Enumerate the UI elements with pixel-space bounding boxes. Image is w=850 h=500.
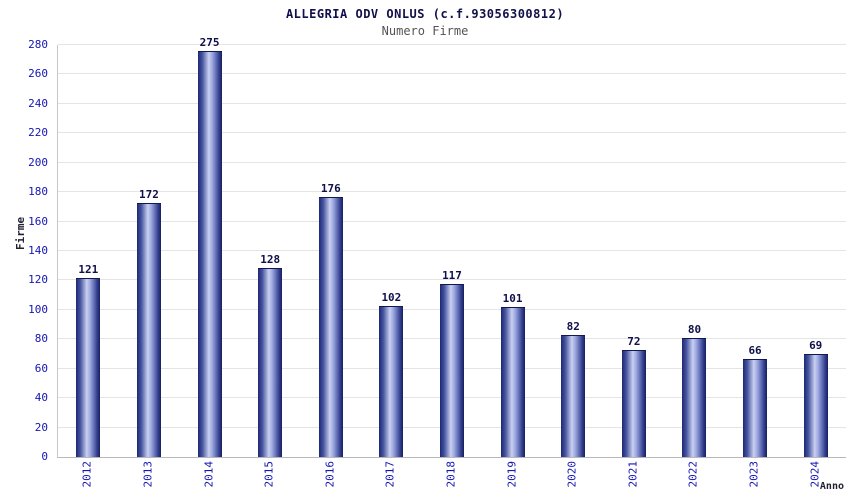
x-axis-label: Anno	[819, 481, 844, 492]
gridline	[58, 161, 846, 163]
y-axis-tick-label: 260	[28, 67, 48, 81]
bar	[318, 197, 343, 457]
x-axis: 2012 2013 2014 2015 2016 2017 2018 2019 2020 2021…	[57, 458, 845, 498]
bar	[561, 335, 586, 457]
x-tick-label: 2014	[202, 461, 216, 488]
bar	[621, 350, 646, 457]
y-axis-tick-label: 200	[28, 155, 48, 169]
bar	[440, 283, 464, 457]
gridline	[58, 220, 846, 222]
bar	[136, 202, 161, 457]
gridline	[58, 44, 846, 45]
bar-value-label: 66	[748, 343, 762, 357]
y-axis-tick-label: 0	[41, 450, 48, 463]
gridline	[58, 250, 846, 251]
x-tick-label: 2021	[626, 461, 640, 488]
x-tick-label: 2015	[262, 461, 276, 488]
bar-value-label: 128	[260, 252, 281, 266]
x-tick-label: 2017	[383, 461, 397, 488]
bar	[682, 338, 707, 457]
bar-value-label: 275	[199, 36, 220, 50]
x-tick-label: 2023	[747, 461, 761, 488]
x-tick-label: 2020	[565, 461, 579, 488]
y-axis-tick-label: 80	[34, 332, 48, 346]
bar-value-label: 176	[320, 182, 341, 196]
x-tick-label: 2022	[686, 461, 700, 488]
plot-area: 121 172 275 128 176 102 117 101 82 72 80 66 69	[57, 36, 846, 458]
x-tick-label: 2012	[80, 461, 94, 488]
bar-value-label: 121	[78, 262, 99, 276]
bar	[197, 51, 222, 457]
bar-value-label: 102	[381, 290, 402, 304]
gridline	[58, 102, 846, 104]
bar-value-label: 72	[627, 335, 641, 349]
gridline	[58, 73, 846, 75]
y-axis-tick-label: 40	[34, 391, 48, 405]
x-tick-label: 2013	[141, 461, 155, 488]
x-tick-label: 2016	[323, 461, 337, 488]
x-tick-label: 2018	[444, 461, 458, 488]
y-axis-tick-label: 240	[28, 96, 48, 110]
bar-value-label: 101	[502, 292, 523, 306]
gridline	[58, 132, 846, 134]
y-axis-tick-label: 20	[34, 420, 48, 434]
y-axis-tick-label: 220	[28, 126, 48, 140]
x-tick-label: 2019	[505, 461, 519, 488]
y-axis-tick-label: 160	[28, 214, 48, 228]
gridline	[58, 191, 846, 193]
y-axis-tick-label: 140	[28, 244, 48, 257]
bar	[500, 307, 525, 457]
chart-subtitle: Numero Firme	[381, 24, 469, 38]
bar	[803, 354, 828, 457]
y-axis-tick-label: 180	[28, 185, 48, 199]
bar-value-label: 172	[138, 187, 159, 201]
bar	[743, 358, 768, 457]
gridline	[58, 279, 846, 281]
bar	[379, 305, 404, 457]
bar-value-label: 69	[809, 339, 823, 353]
chart-title: ALLEGRIA ODV ONLUS (c.f.93056300812)	[285, 7, 565, 21]
y-axis: 0 20 40 60 80 100 120 140 160 180 200 220 240 260 280	[0, 38, 52, 463]
bar-value-label: 117	[442, 268, 462, 282]
bar	[258, 267, 283, 457]
y-axis-tick-label: 60	[34, 361, 48, 375]
y-axis-tick-label: 100	[28, 302, 48, 316]
y-axis-label: Firme	[14, 216, 27, 250]
bar-value-label: 80	[687, 323, 702, 337]
y-axis-tick-label: 120	[28, 273, 48, 287]
bar-value-label: 82	[566, 320, 580, 334]
y-axis-tick-label: 280	[28, 38, 48, 51]
bar	[76, 277, 101, 457]
